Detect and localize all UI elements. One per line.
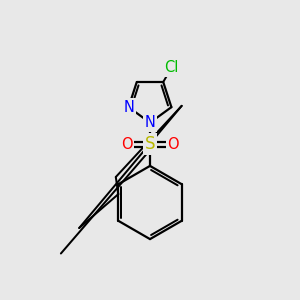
Text: N: N: [123, 100, 134, 115]
Text: N: N: [145, 115, 155, 130]
Text: S: S: [145, 135, 155, 153]
Text: Cl: Cl: [164, 60, 178, 75]
Text: O: O: [121, 137, 132, 152]
Text: O: O: [168, 137, 179, 152]
